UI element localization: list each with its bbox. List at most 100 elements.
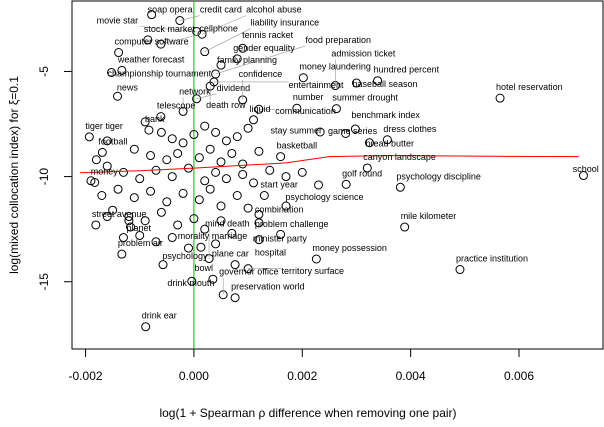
data-point (232, 191, 242, 201)
data-point (276, 229, 286, 239)
data-point (107, 67, 117, 77)
data-point (216, 60, 226, 70)
data-point (216, 201, 226, 211)
data-point (341, 179, 351, 189)
data-point (97, 191, 107, 201)
data-point-label: mind death (205, 219, 250, 229)
data-point (249, 115, 259, 125)
data-point (221, 136, 231, 146)
y-tick-label: -5 (37, 66, 51, 77)
data-point (208, 274, 218, 284)
data-point (200, 47, 210, 57)
data-point (254, 146, 264, 156)
data-point (276, 152, 286, 162)
data-point (281, 172, 291, 182)
data-point (90, 177, 100, 187)
data-point-label: tiger tiger (85, 121, 123, 131)
data-point (281, 201, 291, 211)
label-leader-line (201, 15, 247, 35)
data-point (156, 207, 166, 217)
label-leader-line (160, 34, 200, 45)
data-point-label: admission ticket (331, 49, 396, 59)
data-point-label: football (98, 136, 127, 146)
data-point-label: benchmark index (351, 110, 420, 120)
data-point (91, 220, 101, 230)
data-point-label: drink ear (142, 311, 177, 321)
data-point (141, 322, 151, 332)
data-point (216, 157, 226, 167)
data-point (232, 54, 242, 64)
data-point (382, 135, 392, 145)
data-point (238, 169, 248, 179)
data-point-label: street avenue (92, 209, 147, 219)
data-point (118, 233, 128, 243)
data-point (167, 134, 177, 144)
data-point-label: school (573, 164, 599, 174)
data-point (140, 117, 150, 127)
data-point-label: money possession (312, 243, 387, 253)
data-point-label: problem challenge (255, 219, 329, 229)
data-point-label: golf round (342, 168, 382, 178)
x-tick-label: 0.006 (504, 369, 534, 383)
data-point-label: psychology discipline (396, 171, 481, 181)
label-leader-line (179, 15, 200, 21)
data-point-label: stock market (144, 24, 196, 34)
data-point (124, 212, 134, 222)
data-point (192, 94, 202, 104)
data-point (495, 93, 505, 103)
data-point-label: bowl (194, 263, 213, 273)
x-axis: -0.002 0.000 0.002 0.004 0.006 (69, 349, 534, 383)
data-point-label: governor office (219, 267, 278, 277)
x-tick-label: 0.004 (396, 369, 426, 383)
data-point (118, 167, 128, 177)
data-point-label: hospital (255, 248, 286, 258)
data-point (373, 76, 383, 86)
data-point-label: gender equality (233, 43, 295, 53)
data-point (156, 112, 166, 122)
y-tick-label: -10 (37, 168, 51, 186)
data-point-label: start year (260, 180, 298, 190)
data-point-label: death row (206, 100, 246, 110)
data-point (351, 78, 361, 88)
data-point-label: news (117, 82, 139, 92)
data-point (200, 224, 210, 234)
data-point-label: championship tournament (108, 68, 212, 78)
data-point (129, 193, 139, 203)
data-point (167, 233, 177, 243)
data-point (227, 228, 237, 238)
data-point (200, 121, 210, 131)
data-point-label: game series (328, 126, 378, 136)
data-point (173, 220, 183, 230)
data-point-label: practice institution (456, 254, 528, 264)
data-point (259, 191, 269, 201)
data-point (238, 159, 248, 169)
data-point (205, 184, 215, 194)
data-point-label: dividend (217, 83, 251, 93)
data-point-label: network (179, 86, 211, 96)
data-point (91, 155, 101, 165)
data-point (238, 43, 248, 53)
data-point (140, 216, 150, 226)
data-point-label: movie star (97, 15, 139, 25)
data-point (341, 128, 351, 138)
data-point-label: liquid (250, 104, 271, 114)
data-point-label: tennis racket (242, 30, 294, 40)
data-point (108, 205, 118, 215)
data-point (350, 124, 360, 134)
data-point (315, 127, 325, 137)
data-point (173, 148, 183, 158)
data-point-label: drink mouth (167, 278, 214, 288)
x-tick-label: 0.002 (287, 369, 317, 383)
data-point-label: computer software (115, 37, 189, 47)
data-point (146, 186, 156, 196)
data-point (243, 123, 253, 133)
x-tick-label: -0.002 (69, 369, 103, 383)
data-point (144, 125, 154, 135)
data-point-label: baseball season (352, 79, 417, 89)
data-point (311, 254, 321, 264)
data-point (249, 178, 259, 188)
data-point (178, 138, 188, 148)
data-point-label: bank (145, 114, 165, 124)
data-point (167, 172, 177, 182)
data-point-label: psychology science (285, 192, 363, 202)
